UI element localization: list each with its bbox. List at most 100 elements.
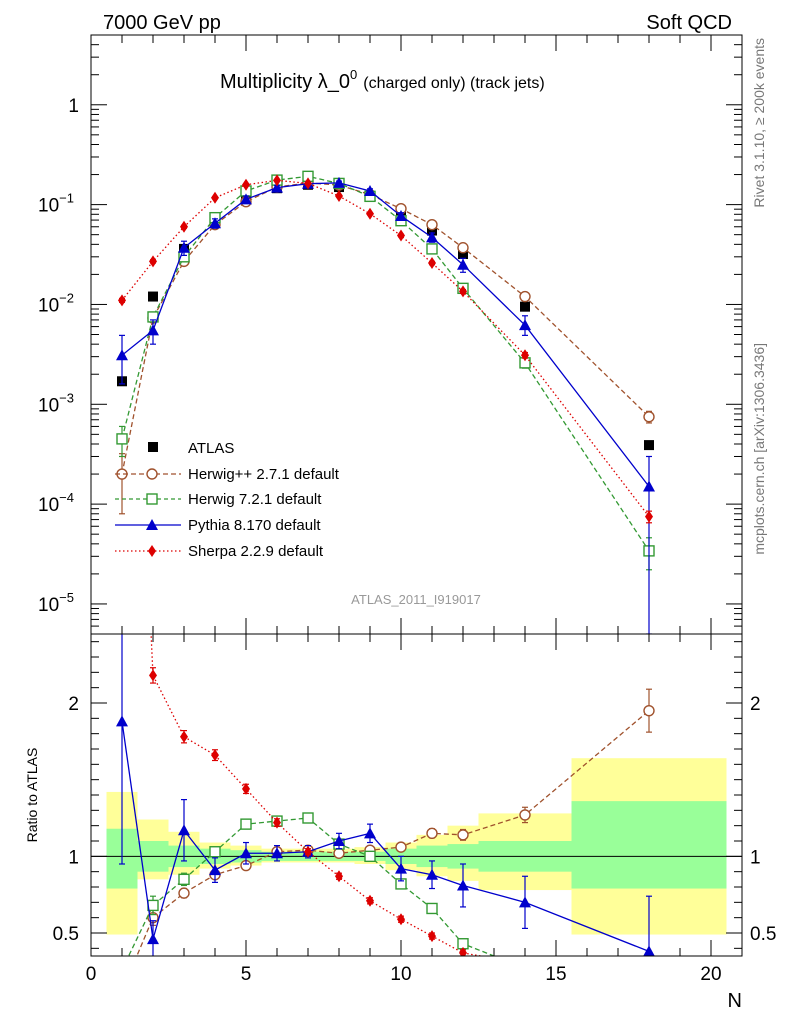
main-data <box>116 170 655 634</box>
tick-base: 10 <box>38 595 59 616</box>
ratio-point <box>209 864 221 876</box>
title-sup: 0 <box>350 67 357 82</box>
data-point <box>459 285 467 298</box>
title-suffix: (charged only) (track jets) <box>363 75 544 92</box>
ratio-point <box>178 873 190 886</box>
data-point <box>426 218 438 231</box>
legend-entry-pythia: Pythia 8.170 default <box>115 517 321 534</box>
legend-label-sherpa: Sherpa 2.2.9 default <box>188 543 324 560</box>
data-point <box>521 349 529 362</box>
main-ticks <box>90 34 743 634</box>
data-point <box>519 319 531 331</box>
legend-entry-herwig7: Herwig 7.2.1 default <box>115 491 322 508</box>
ratio-data <box>91 634 742 956</box>
data-point <box>644 440 654 451</box>
legend-marker-herwig7 <box>146 493 158 505</box>
data-point <box>273 174 281 187</box>
ratio-point <box>457 879 469 891</box>
ratio-point <box>211 749 219 762</box>
series-herwig-7-2-1-default <box>116 170 655 571</box>
main-panel: 10−510−410−310−210−11 Multiplicity λ_00(… <box>38 34 743 635</box>
data-point <box>147 324 159 336</box>
tick-exponent: −2 <box>59 290 74 305</box>
ratio-point <box>149 669 157 682</box>
ratio-point <box>333 835 345 846</box>
ratio-panel: 0.5 0.51 12 20 5 10 15 20 Ratio to ATLAS N <box>24 633 776 1012</box>
tick-base: 10 <box>38 495 59 516</box>
data-point <box>240 193 252 205</box>
ratio-point <box>335 870 343 883</box>
ratio-series-sherpa-2-2-9-default <box>149 634 485 956</box>
data-point <box>397 229 405 242</box>
x-tick-label: 5 <box>241 964 252 985</box>
ratio-point <box>364 827 376 839</box>
data-point <box>457 242 469 254</box>
ratio-point <box>147 899 159 912</box>
series-pythia-8-170-default <box>116 176 655 634</box>
legend-marker-pythia <box>146 519 158 530</box>
header-right: Soft QCD <box>646 12 732 34</box>
data-point <box>180 220 188 233</box>
series-line-pythia-8-170-default <box>121 182 650 487</box>
ratio-point <box>240 847 252 859</box>
ratio-y-tick-label-right: 1 <box>750 847 761 868</box>
ratio-point <box>397 913 405 926</box>
data-point <box>366 207 374 220</box>
x-tick-label: 15 <box>545 964 566 985</box>
ratio-point <box>519 896 531 908</box>
x-tick-label: 0 <box>86 964 97 985</box>
tick-base: 10 <box>38 196 59 217</box>
data-point <box>643 480 655 492</box>
data-point <box>335 189 343 202</box>
main-y-tick-label: 10−4 <box>38 490 74 516</box>
legend-label-herwigpp: Herwig++ 2.7.1 default <box>188 466 340 483</box>
ratio-line-pythia-8-170-default <box>121 721 650 953</box>
data-point <box>426 243 438 255</box>
ratio-point <box>302 812 314 824</box>
title-main: Multiplicity λ_0 <box>220 71 350 93</box>
data-point <box>457 258 469 270</box>
ratio-point <box>271 847 283 859</box>
data-point <box>520 301 530 312</box>
data-point <box>149 255 157 268</box>
ratio-y-tick-label-right: 0.5 <box>750 924 776 945</box>
data-point <box>333 176 345 188</box>
ratio-point <box>178 887 190 899</box>
legend-label-herwig7: Herwig 7.2.1 default <box>188 491 322 508</box>
legend-entry-herwigpp: Herwig++ 2.7.1 default <box>115 466 340 483</box>
legend-marker-sherpa <box>148 545 156 557</box>
data-point <box>242 178 250 191</box>
main-y-tick-label: 10−2 <box>38 290 74 316</box>
legend-entry-atlas: ATLAS <box>148 440 234 457</box>
ratio-point <box>395 841 407 853</box>
data-point <box>271 181 283 193</box>
header-left: 7000 GeV pp <box>103 12 221 34</box>
ratio-point <box>395 862 407 874</box>
legend-label-pythia: Pythia 8.170 default <box>188 517 321 534</box>
ratio-point <box>457 829 469 841</box>
data-point <box>304 177 312 190</box>
ratio-point <box>116 715 128 727</box>
ratio-point <box>426 868 438 880</box>
ratio-bands <box>106 758 727 935</box>
ratio-y-axis-label: Ratio to ATLAS <box>24 748 40 843</box>
data-point <box>178 241 190 253</box>
ratio-point <box>519 809 531 821</box>
ratio-point <box>364 850 376 863</box>
series-herwig-2-7-1-default <box>116 177 655 515</box>
mcplots-label: mcplots.cern.ch [arXiv:1306.3436] <box>751 343 767 555</box>
legend: ATLAS Herwig++ 2.7.1 default Herwig 7.2.… <box>115 440 340 560</box>
ratio-ticks <box>90 634 743 956</box>
ratio-point <box>643 945 655 956</box>
legend-label-atlas: ATLAS <box>188 440 234 457</box>
tick-exponent: −5 <box>59 590 74 605</box>
main-y-tick-label: 10−1 <box>38 191 74 217</box>
ratio-line-herwig-7-2-1-default <box>127 817 496 956</box>
ratio-y-tick-label: 1 <box>68 847 79 868</box>
main-y-tick-label: 1 <box>68 96 79 117</box>
ratio-series-pythia-8-170-default <box>116 634 655 956</box>
data-point <box>458 249 468 260</box>
data-point <box>148 291 158 302</box>
ratio-point <box>240 818 252 830</box>
